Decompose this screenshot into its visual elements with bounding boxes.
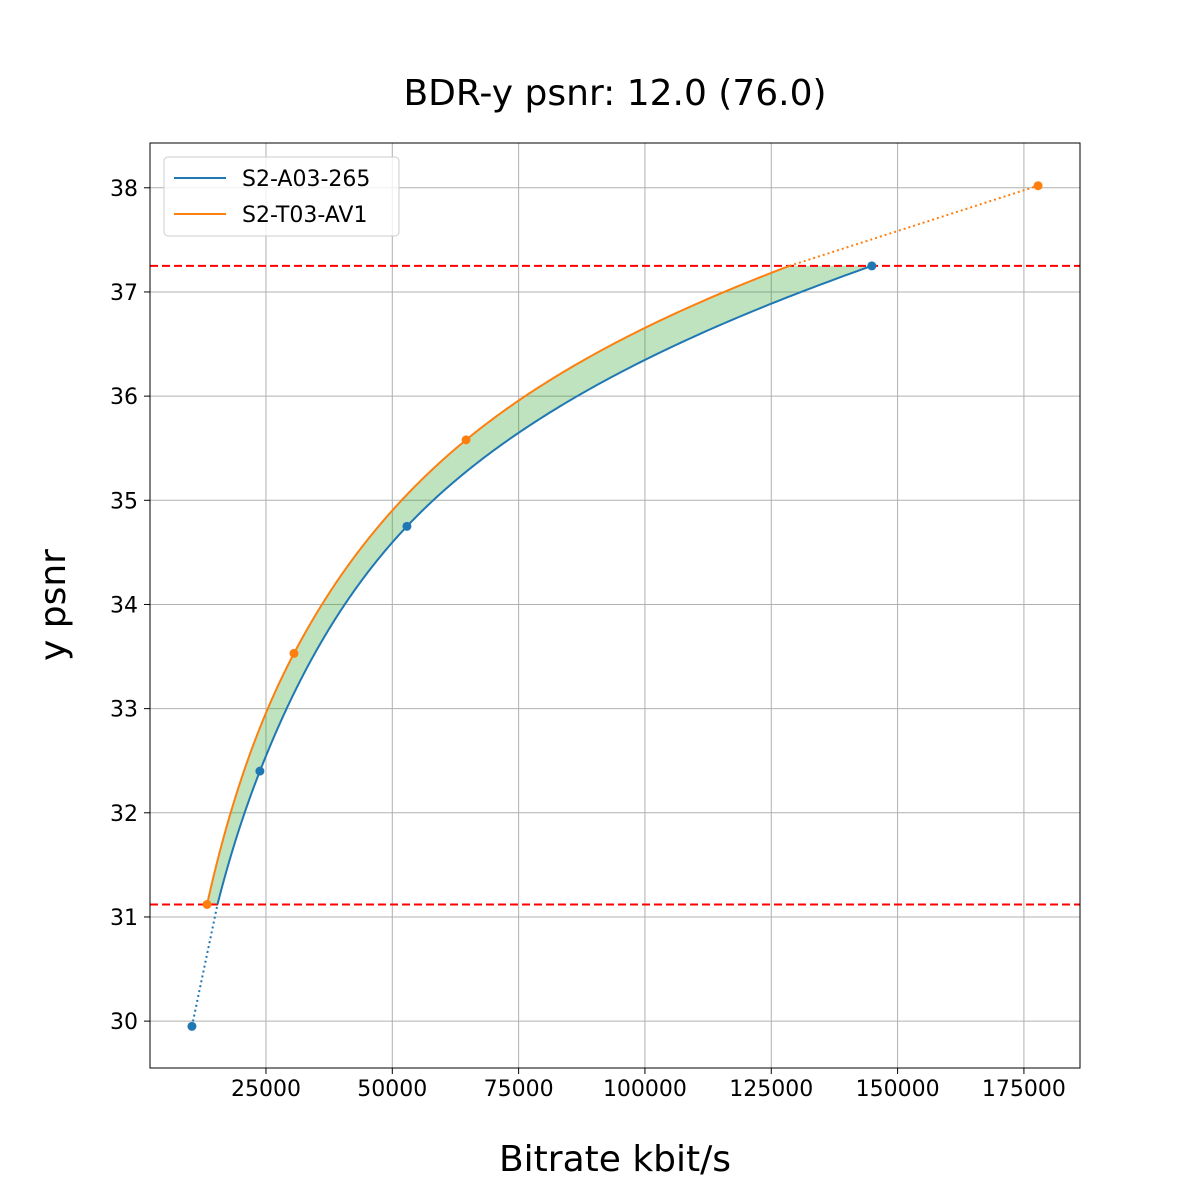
grid [150, 143, 1080, 1068]
y-axis-label: y psnr [33, 549, 74, 661]
y-tick-label: 37 [110, 281, 138, 306]
y-tick-label: 33 [110, 698, 138, 723]
legend-label-1: S2-T03-AV1 [242, 203, 367, 228]
data-point [461, 435, 471, 445]
ticks: 25000 50000 75000 100000 125000 150000 175000 3… [110, 177, 1066, 1102]
y-tick-label: 30 [110, 1010, 138, 1035]
extrapolation-line [789, 184, 1039, 267]
data-point [202, 899, 212, 909]
plot-frame [149, 142, 1081, 1069]
y-tick-label: 36 [110, 385, 138, 410]
y-tick-label: 31 [110, 906, 138, 931]
chart-title: BDR-y psnr: 12.0 (76.0) [403, 73, 826, 114]
x-tick-label: 150000 [856, 1077, 940, 1102]
data-point [867, 261, 877, 271]
x-tick-label: 175000 [982, 1077, 1066, 1102]
bd-rate-area [207, 265, 872, 905]
data-point [187, 1021, 197, 1031]
x-tick-label: 50000 [357, 1077, 427, 1102]
y-tick-label: 34 [110, 593, 138, 618]
series-line [216, 264, 873, 905]
legend: S2-A03-265 S2-T03-AV1 [163, 156, 400, 237]
legend-label-0: S2-A03-265 [242, 167, 370, 192]
series-line [206, 264, 790, 905]
y-tick-label: 38 [110, 177, 138, 202]
y-tick-label: 32 [110, 802, 138, 827]
x-tick-label: 125000 [729, 1077, 813, 1102]
data-point [1033, 181, 1043, 191]
x-tick-label: 75000 [484, 1077, 554, 1102]
x-axis-label: Bitrate kbit/s [499, 1139, 731, 1180]
data-point [289, 648, 299, 658]
extrapolation-line [190, 904, 219, 1027]
x-tick-label: 25000 [231, 1077, 301, 1102]
plot-marks [150, 181, 1080, 1031]
data-point [255, 766, 265, 776]
data-point [402, 521, 412, 531]
y-tick-label: 35 [110, 489, 138, 514]
x-tick-label: 100000 [603, 1077, 687, 1102]
